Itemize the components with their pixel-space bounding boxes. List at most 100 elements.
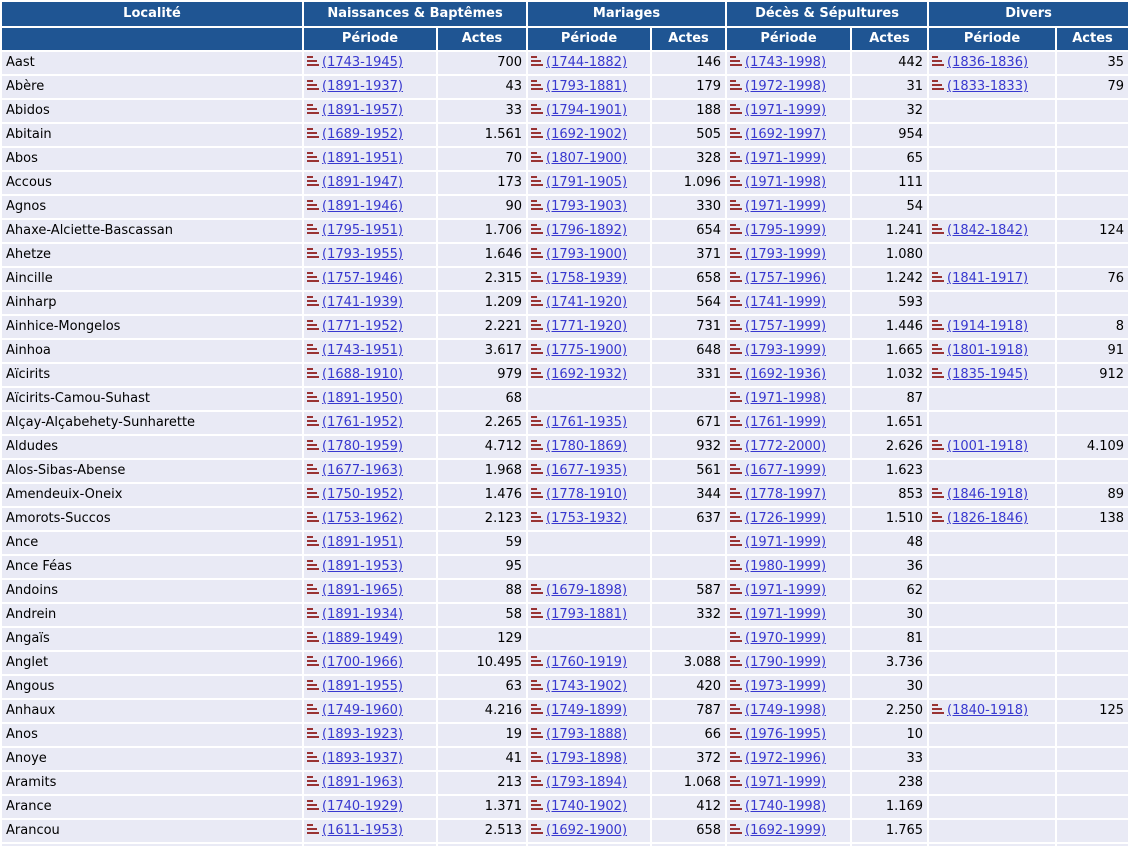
mariages-periode-link[interactable]: (1780-1869) — [546, 439, 628, 454]
mariages-periode-link[interactable]: (1692-1932) — [546, 367, 628, 382]
mariages-periode-link[interactable]: (1807-1900) — [546, 151, 628, 166]
divers-periode-link[interactable]: (1842-1842) — [947, 223, 1029, 238]
deces-periode-link[interactable]: (1743-1998) — [745, 55, 827, 70]
divers-periode-link[interactable]: (1841-1917) — [947, 271, 1029, 286]
mariages-periode-link[interactable]: (1677-1935) — [546, 463, 628, 478]
naissances-periode-link[interactable]: (1891-1947) — [322, 175, 404, 190]
naissances-periode-link[interactable]: (1795-1951) — [322, 223, 404, 238]
naissances-periode-link[interactable]: (1741-1939) — [322, 295, 404, 310]
deces-periode-link[interactable]: (1971-1999) — [745, 775, 827, 790]
deces-periode-link[interactable]: (1980-1999) — [745, 559, 827, 574]
deces-periode-link[interactable]: (1971-1999) — [745, 583, 827, 598]
naissances-periode-link[interactable]: (1761-1952) — [322, 415, 404, 430]
mariages-periode-link[interactable]: (1796-1892) — [546, 223, 628, 238]
mariages-periode-link[interactable]: (1740-1902) — [546, 799, 628, 814]
deces-periode-link[interactable]: (1790-1999) — [745, 655, 827, 670]
naissances-periode-link[interactable]: (1749-1960) — [322, 703, 404, 718]
deces-periode-link[interactable]: (1972-1996) — [745, 751, 827, 766]
mariages-periode-link[interactable]: (1778-1910) — [546, 487, 628, 502]
mariages-periode-link[interactable]: (1793-1888) — [546, 727, 628, 742]
deces-periode-link[interactable]: (1778-1997) — [745, 487, 827, 502]
divers-periode-link[interactable]: (1836-1836) — [947, 55, 1029, 70]
mariages-periode-link[interactable]: (1744-1882) — [546, 55, 628, 70]
naissances-periode-link[interactable]: (1891-1955) — [322, 679, 404, 694]
naissances-periode-link[interactable]: (1891-1965) — [322, 583, 404, 598]
naissances-periode-link[interactable]: (1891-1946) — [322, 199, 404, 214]
mariages-periode-link[interactable]: (1793-1900) — [546, 247, 628, 262]
mariages-periode-link[interactable]: (1743-1902) — [546, 679, 628, 694]
naissances-periode-link[interactable]: (1893-1923) — [322, 727, 404, 742]
naissances-periode-link[interactable]: (1891-1951) — [322, 151, 404, 166]
divers-periode-link[interactable]: (1835-1945) — [947, 367, 1029, 382]
deces-periode-link[interactable]: (1971-1998) — [745, 175, 827, 190]
deces-periode-link[interactable]: (1692-1936) — [745, 367, 827, 382]
mariages-periode-link[interactable]: (1749-1899) — [546, 703, 628, 718]
mariages-periode-link[interactable]: (1692-1902) — [546, 127, 628, 142]
deces-periode-link[interactable]: (1749-1998) — [745, 703, 827, 718]
divers-periode-link[interactable]: (1826-1846) — [947, 511, 1029, 526]
deces-periode-link[interactable]: (1726-1999) — [745, 511, 827, 526]
divers-periode-link[interactable]: (1001-1918) — [947, 439, 1029, 454]
mariages-periode-link[interactable]: (1793-1898) — [546, 751, 628, 766]
naissances-periode-link[interactable]: (1891-1951) — [322, 535, 404, 550]
mariages-periode-link[interactable]: (1791-1905) — [546, 175, 628, 190]
naissances-periode-link[interactable]: (1689-1952) — [322, 127, 404, 142]
naissances-periode-link[interactable]: (1891-1953) — [322, 559, 404, 574]
mariages-periode-link[interactable]: (1793-1881) — [546, 607, 628, 622]
deces-periode-link[interactable]: (1772-2000) — [745, 439, 827, 454]
naissances-periode-link[interactable]: (1743-1945) — [322, 55, 404, 70]
naissances-periode-link[interactable]: (1700-1966) — [322, 655, 404, 670]
deces-periode-link[interactable]: (1971-1999) — [745, 199, 827, 214]
deces-periode-link[interactable]: (1761-1999) — [745, 415, 827, 430]
deces-periode-link[interactable]: (1971-1999) — [745, 151, 827, 166]
deces-periode-link[interactable]: (1971-1999) — [745, 535, 827, 550]
mariages-periode-link[interactable]: (1771-1920) — [546, 319, 628, 334]
deces-periode-link[interactable]: (1972-1998) — [745, 79, 827, 94]
deces-periode-link[interactable]: (1757-1996) — [745, 271, 827, 286]
deces-periode-link[interactable]: (1976-1995) — [745, 727, 827, 742]
mariages-periode-link[interactable]: (1775-1900) — [546, 343, 628, 358]
naissances-periode-link[interactable]: (1677-1963) — [322, 463, 404, 478]
naissances-periode-link[interactable]: (1771-1952) — [322, 319, 404, 334]
naissances-periode-link[interactable]: (1891-1957) — [322, 103, 404, 118]
deces-periode-link[interactable]: (1971-1998) — [745, 391, 827, 406]
deces-periode-link[interactable]: (1677-1999) — [745, 463, 827, 478]
mariages-periode-link[interactable]: (1741-1920) — [546, 295, 628, 310]
mariages-periode-link[interactable]: (1753-1932) — [546, 511, 628, 526]
deces-periode-link[interactable]: (1970-1999) — [745, 631, 827, 646]
deces-periode-link[interactable]: (1971-1999) — [745, 607, 827, 622]
deces-periode-link[interactable]: (1793-1999) — [745, 247, 827, 262]
mariages-periode-link[interactable]: (1793-1881) — [546, 79, 628, 94]
mariages-periode-link[interactable]: (1793-1903) — [546, 199, 628, 214]
naissances-periode-link[interactable]: (1753-1962) — [322, 511, 404, 526]
mariages-periode-link[interactable]: (1760-1919) — [546, 655, 628, 670]
naissances-periode-link[interactable]: (1793-1955) — [322, 247, 404, 262]
deces-periode-link[interactable]: (1757-1999) — [745, 319, 827, 334]
naissances-periode-link[interactable]: (1611-1953) — [322, 823, 404, 838]
naissances-periode-link[interactable]: (1891-1950) — [322, 391, 404, 406]
deces-periode-link[interactable]: (1973-1999) — [745, 679, 827, 694]
naissances-periode-link[interactable]: (1889-1949) — [322, 631, 404, 646]
mariages-periode-link[interactable]: (1679-1898) — [546, 583, 628, 598]
divers-periode-link[interactable]: (1914-1918) — [947, 319, 1029, 334]
mariages-periode-link[interactable]: (1794-1901) — [546, 103, 628, 118]
naissances-periode-link[interactable]: (1740-1929) — [322, 799, 404, 814]
naissances-periode-link[interactable]: (1891-1934) — [322, 607, 404, 622]
mariages-periode-link[interactable]: (1761-1935) — [546, 415, 628, 430]
deces-periode-link[interactable]: (1692-1997) — [745, 127, 827, 142]
naissances-periode-link[interactable]: (1757-1946) — [322, 271, 404, 286]
divers-periode-link[interactable]: (1833-1833) — [947, 79, 1029, 94]
divers-periode-link[interactable]: (1846-1918) — [947, 487, 1029, 502]
naissances-periode-link[interactable]: (1893-1937) — [322, 751, 404, 766]
divers-periode-link[interactable]: (1840-1918) — [947, 703, 1029, 718]
naissances-periode-link[interactable]: (1743-1951) — [322, 343, 404, 358]
mariages-periode-link[interactable]: (1692-1900) — [546, 823, 628, 838]
mariages-periode-link[interactable]: (1793-1894) — [546, 775, 628, 790]
naissances-periode-link[interactable]: (1780-1959) — [322, 439, 404, 454]
deces-periode-link[interactable]: (1692-1999) — [745, 823, 827, 838]
deces-periode-link[interactable]: (1740-1998) — [745, 799, 827, 814]
mariages-periode-link[interactable]: (1758-1939) — [546, 271, 628, 286]
naissances-periode-link[interactable]: (1891-1937) — [322, 79, 404, 94]
deces-periode-link[interactable]: (1971-1999) — [745, 103, 827, 118]
naissances-periode-link[interactable]: (1750-1952) — [322, 487, 404, 502]
